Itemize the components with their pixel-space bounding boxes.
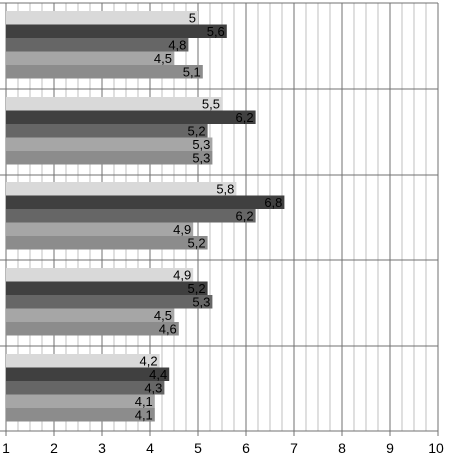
x-tick-label: 3 [98, 440, 106, 456]
x-tick-label: 7 [290, 440, 298, 456]
x-tick-label: 9 [386, 440, 394, 456]
bar [6, 236, 208, 250]
data-label: 5 [189, 11, 196, 26]
data-label: 4,4 [149, 367, 167, 382]
data-label: 4,3 [144, 381, 162, 396]
x-tick-label: 6 [242, 440, 250, 456]
bar [6, 11, 198, 25]
x-tick-label: 5 [194, 440, 202, 456]
data-label: 5,3 [192, 137, 210, 152]
data-label: 4,5 [154, 51, 172, 66]
bar [6, 110, 256, 124]
data-label: 4,1 [135, 408, 153, 423]
x-axis: 1 2 3 4 5 6 7 8 9 10 [2, 430, 444, 456]
data-label: 4,8 [168, 38, 186, 53]
bar [6, 51, 174, 65]
data-label: 5,5 [202, 97, 220, 112]
bar [6, 354, 160, 368]
data-label: 5,6 [207, 24, 225, 39]
bar [6, 38, 189, 52]
data-label: 6,2 [236, 110, 254, 125]
data-label: 5,3 [192, 151, 210, 166]
bar [6, 124, 208, 138]
bar [6, 137, 213, 151]
x-tick-label: 10 [428, 440, 444, 456]
bar [6, 182, 237, 196]
bar [6, 281, 208, 295]
x-tick-label: 1 [2, 440, 10, 456]
bar [6, 24, 227, 38]
data-label: 6,8 [264, 195, 282, 210]
data-label: 5,8 [216, 182, 234, 197]
bar [6, 308, 174, 322]
bar [6, 394, 155, 408]
data-label: 5,2 [188, 281, 206, 296]
x-tick-label: 8 [338, 440, 346, 456]
bar [6, 268, 194, 282]
bar [6, 151, 213, 165]
data-label: 5,2 [188, 236, 206, 251]
data-label: 4,9 [173, 268, 191, 283]
bar [6, 295, 213, 309]
bar [6, 408, 155, 422]
data-labels: 55,64,84,55,15,56,25,25,35,35,86,86,24,9… [135, 11, 283, 423]
data-label: 4,2 [140, 354, 158, 369]
bar-series-group [6, 11, 285, 422]
bar [6, 97, 222, 111]
bar [6, 322, 179, 336]
data-label: 5,2 [188, 124, 206, 139]
data-label: 4,6 [159, 322, 177, 337]
data-label: 5,3 [192, 295, 210, 310]
bar [6, 209, 256, 223]
bar [6, 195, 285, 209]
bar [6, 381, 165, 395]
data-label: 4,1 [135, 394, 153, 409]
bar [6, 222, 194, 236]
bar [6, 65, 203, 79]
data-label: 6,2 [236, 209, 254, 224]
data-label: 4,5 [154, 308, 172, 323]
x-tick-label: 2 [50, 440, 58, 456]
x-tick-label: 4 [146, 440, 154, 456]
data-label: 4,9 [173, 222, 191, 237]
bar [6, 367, 170, 381]
data-label: 5,1 [183, 65, 201, 80]
